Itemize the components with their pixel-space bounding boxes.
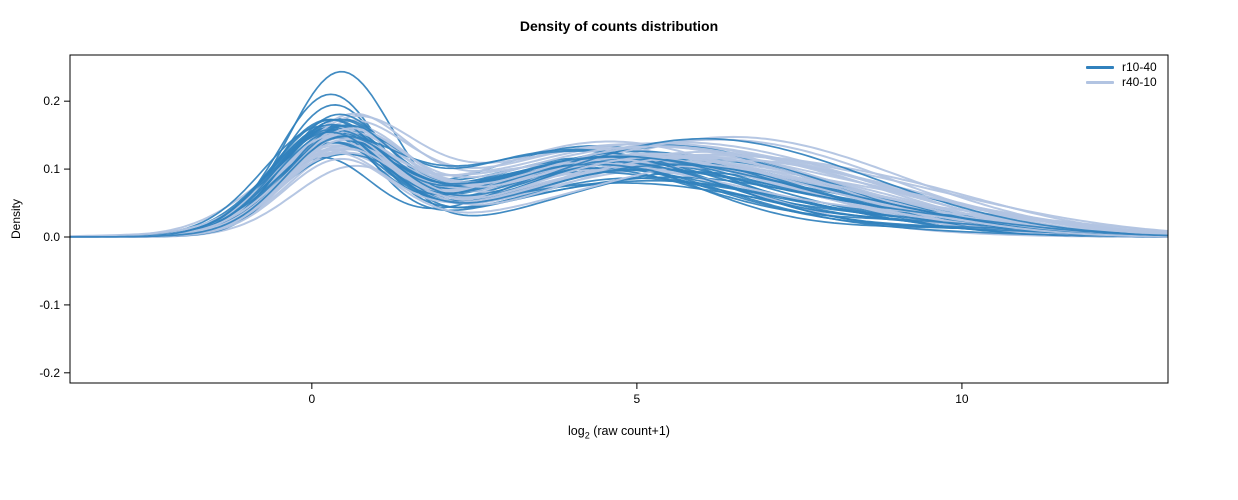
legend-entry-r40-10: r40-10 (1086, 75, 1157, 90)
legend-label: r10-40 (1122, 60, 1157, 74)
legend-label: r40-10 (1122, 75, 1157, 89)
svg-text:0.2: 0.2 (43, 94, 60, 108)
svg-text:5: 5 (634, 392, 641, 406)
x-axis-label: log2 (raw count+1) (0, 424, 1238, 441)
legend: r10-40 r40-10 (1086, 60, 1157, 90)
legend-line-sample-dark (1086, 66, 1114, 69)
x-axis-label-rest: (raw count+1) (589, 424, 670, 438)
legend-line-sample-light (1086, 81, 1114, 84)
svg-text:10: 10 (955, 392, 969, 406)
svg-text:-0.1: -0.1 (39, 298, 60, 312)
x-axis-label-base: log (568, 424, 585, 438)
svg-text:0.0: 0.0 (43, 230, 60, 244)
svg-text:0.1: 0.1 (43, 162, 60, 176)
svg-text:-0.2: -0.2 (39, 366, 60, 380)
chart-title: Density of counts distribution (519, 18, 719, 34)
x-axis-label-subscript: 2 (584, 430, 590, 441)
legend-entry-r10-40: r10-40 (1086, 60, 1157, 75)
svg-text:0: 0 (308, 392, 315, 406)
